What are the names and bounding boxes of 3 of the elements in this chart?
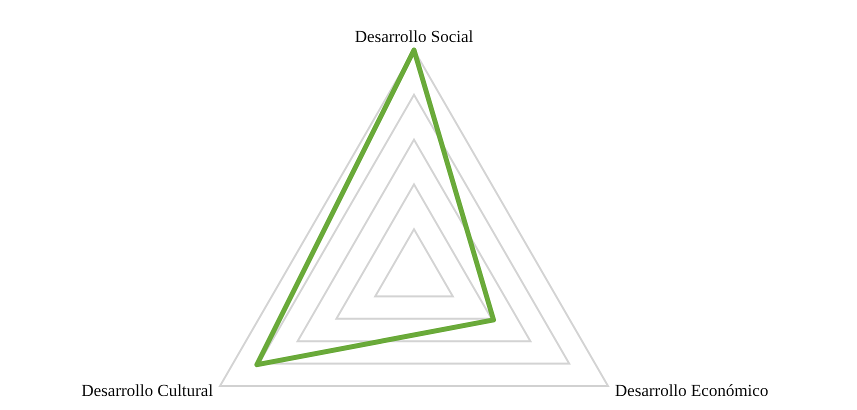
spoke-label: Desarrollo Económico <box>614 381 768 400</box>
spoke-label: Desarrollo Cultural <box>81 381 214 400</box>
spoke-label: Desarrollo Social <box>354 27 474 46</box>
